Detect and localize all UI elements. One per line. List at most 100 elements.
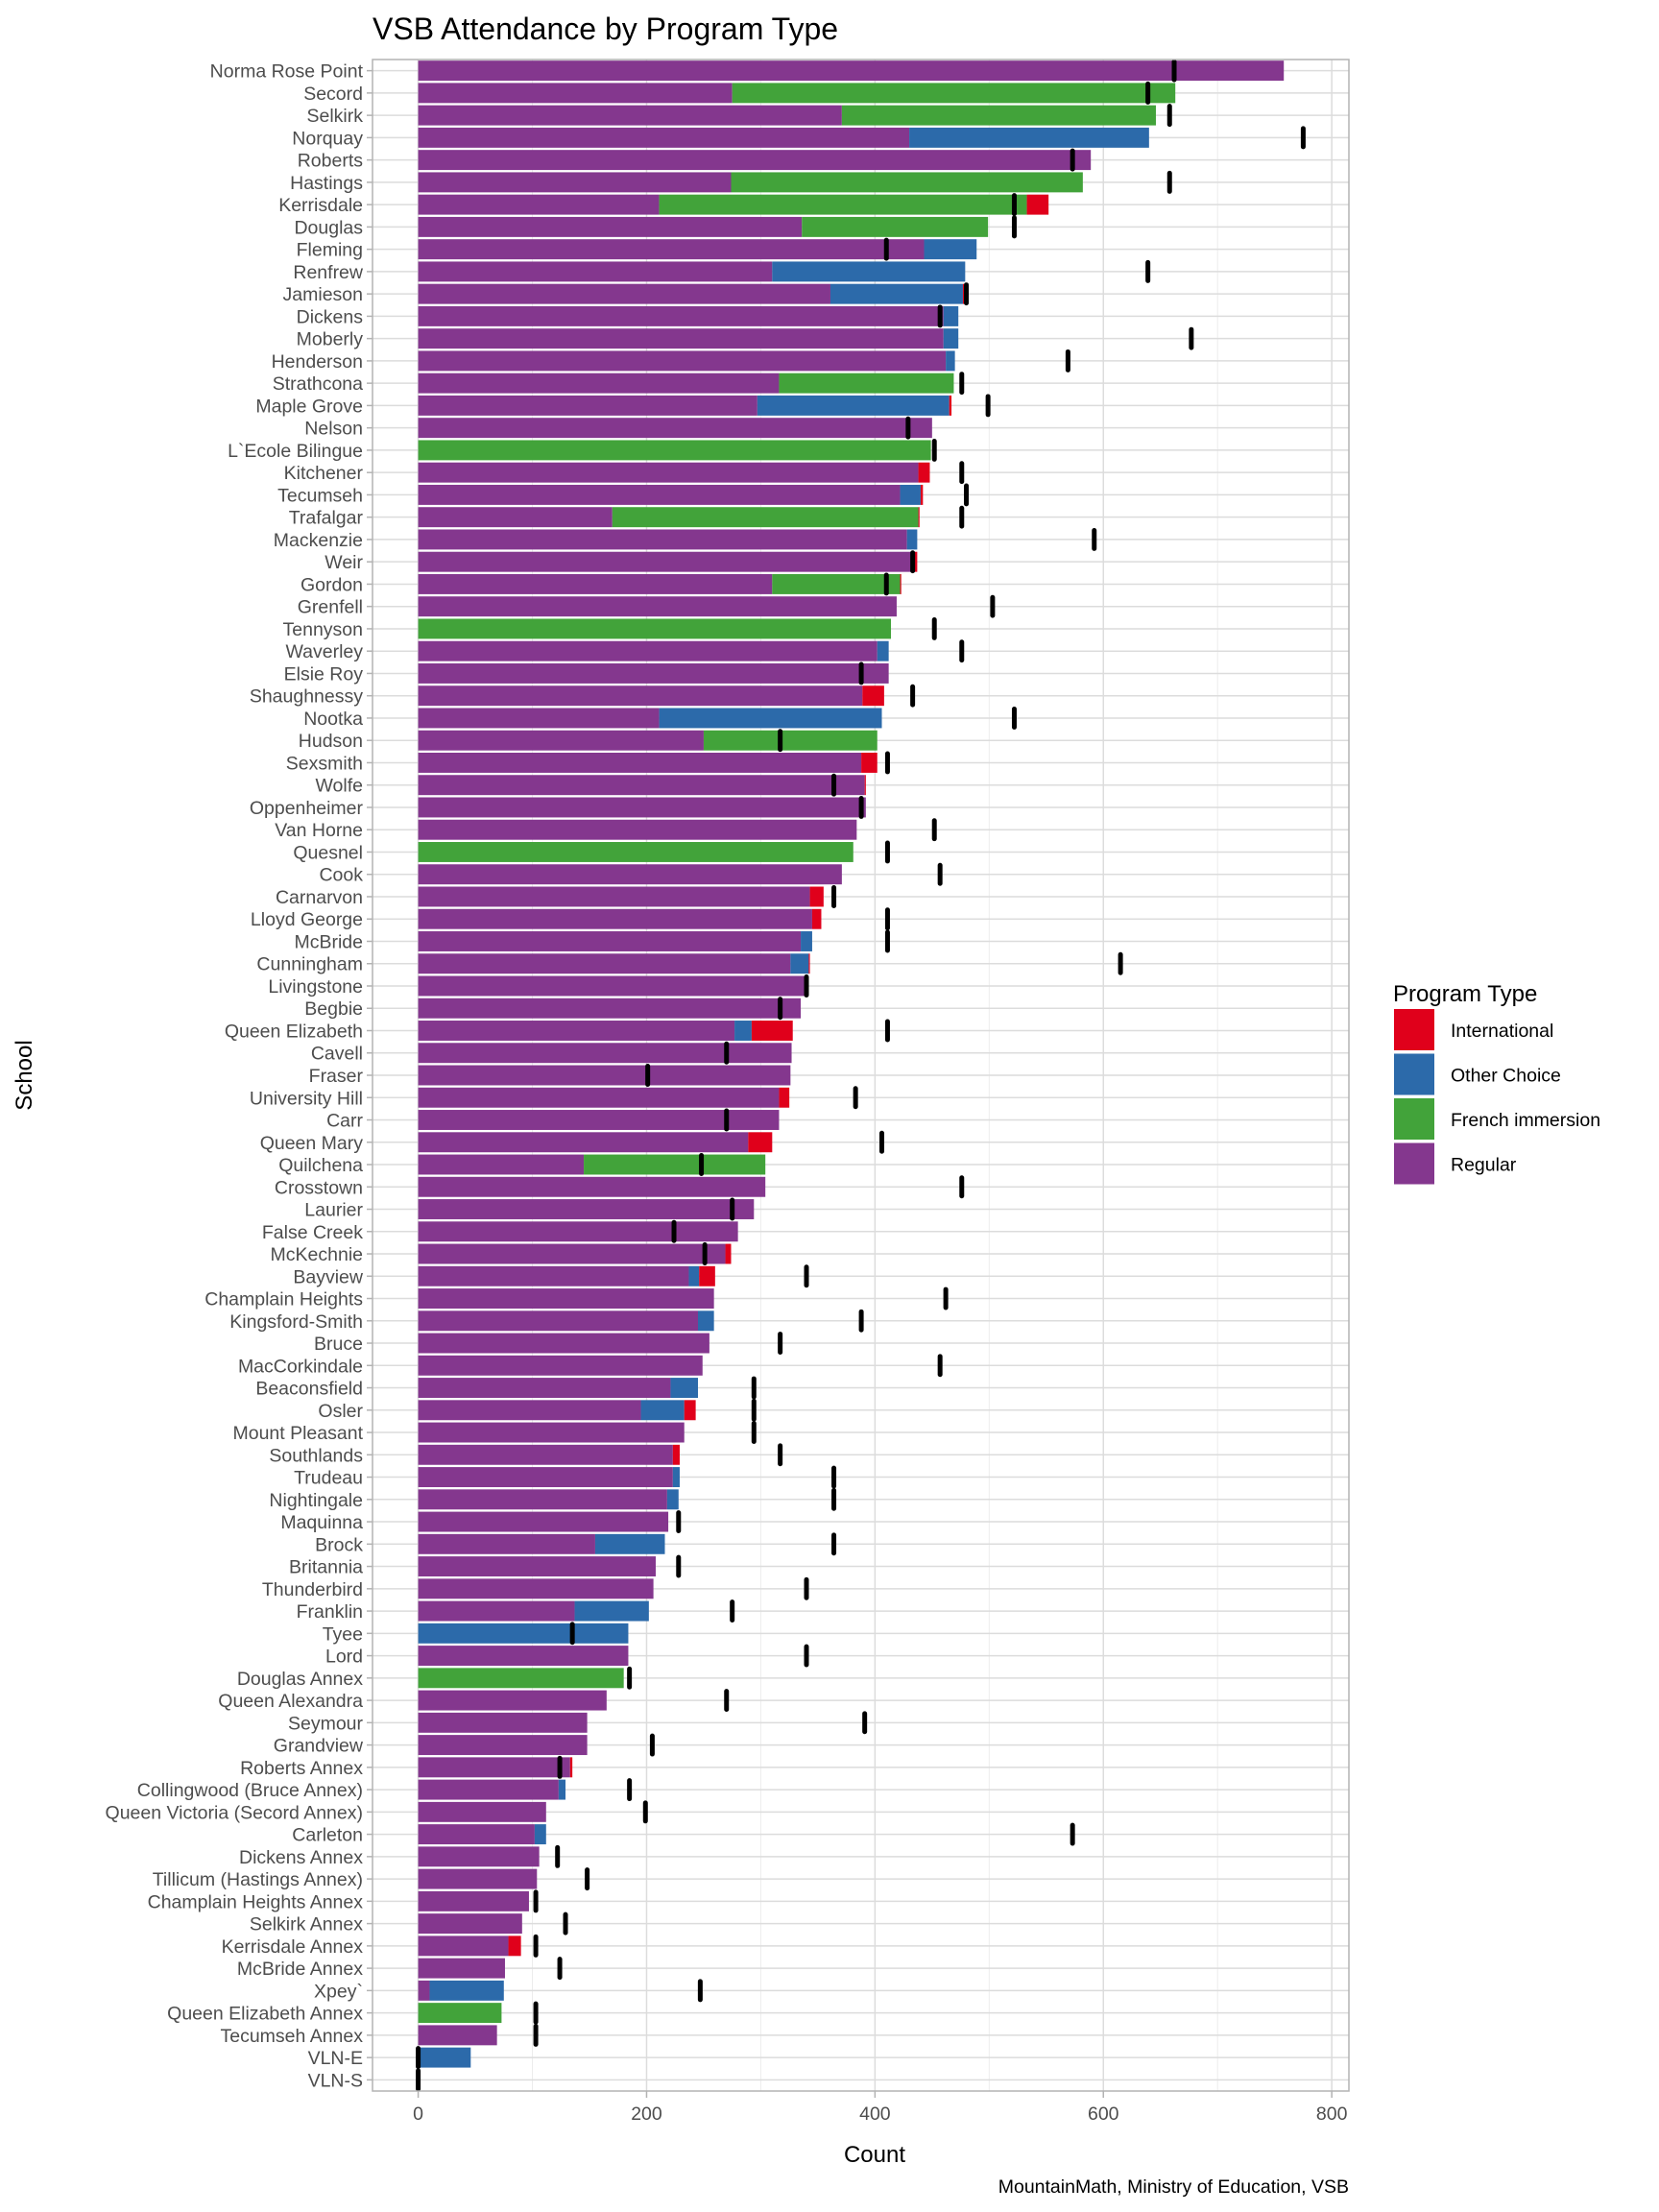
bar-mcbride-annex-regular bbox=[418, 1958, 505, 1979]
bar-wolfe-regular bbox=[418, 775, 865, 796]
bar-lloyd-george-regular bbox=[418, 908, 812, 929]
y-tick-label: Lloyd George bbox=[251, 909, 363, 930]
bar-franklin-regular bbox=[418, 1600, 575, 1622]
bar-henderson-regular bbox=[418, 350, 947, 372]
legend-key-international bbox=[1394, 1009, 1434, 1050]
bar-group-grandview bbox=[418, 1735, 588, 1756]
bar-group-kingsford-smith bbox=[418, 1310, 714, 1332]
bar-hastings-regular bbox=[418, 172, 732, 193]
bar-nightingale-other-choice bbox=[666, 1489, 679, 1510]
y-tick-label: Selkirk Annex bbox=[250, 1914, 363, 1936]
bar-queen-victoria-secord-annex-regular bbox=[418, 1801, 546, 1822]
bar-grenfell-regular bbox=[418, 596, 897, 617]
bar-queen-elizabeth-international bbox=[751, 1021, 793, 1041]
bar-queen-elizabeth-regular bbox=[418, 1021, 735, 1041]
y-tick-label: Nightingale bbox=[269, 1490, 363, 1511]
bar-group-queen-elizabeth-annex bbox=[418, 2003, 502, 2024]
bar-henderson-other-choice bbox=[946, 350, 955, 372]
y-tick-label: Wolfe bbox=[316, 776, 364, 797]
bar-wolfe-international bbox=[864, 775, 866, 796]
y-axis: Norma Rose PointSecordSelkirkNorquayRobe… bbox=[106, 61, 373, 2091]
y-tick-label: Kerrisdale bbox=[278, 195, 363, 216]
bar-group-mackenzie bbox=[418, 529, 918, 550]
y-tick-label: L`Ecole Bilingue bbox=[228, 441, 363, 462]
bar-mount-pleasant-regular bbox=[418, 1422, 685, 1443]
y-tick-label: Queen Victoria (Secord Annex) bbox=[106, 1802, 363, 1823]
bar-lord-regular bbox=[418, 1646, 629, 1667]
bar-group-vln-e bbox=[418, 2047, 471, 2068]
bar-group-mckechnie bbox=[418, 1243, 732, 1264]
bar-group-wolfe bbox=[418, 775, 866, 796]
bar-selkirk-annex-regular bbox=[418, 1913, 522, 1935]
bar-group-carr bbox=[418, 1110, 780, 1130]
bar-hudson-regular bbox=[418, 730, 704, 751]
bar-group-hudson bbox=[418, 730, 878, 751]
y-tick-label: Norquay bbox=[292, 128, 363, 149]
bar-osler-other-choice bbox=[640, 1400, 685, 1421]
y-tick-label: Shaughnessy bbox=[250, 686, 363, 708]
bar-strathcona-french-immersion bbox=[779, 373, 954, 394]
y-tick-label: Dickens Annex bbox=[239, 1847, 363, 1868]
bar-hudson-french-immersion bbox=[703, 730, 878, 751]
bar-moberly-other-choice bbox=[943, 328, 959, 349]
bar-collingwood-bruce-annex-regular bbox=[418, 1779, 559, 1800]
y-tick-label: McKechnie bbox=[271, 1244, 363, 1265]
bar-mckechnie-regular bbox=[418, 1243, 726, 1264]
bar-norquay-regular bbox=[418, 127, 910, 148]
bar-nootka-regular bbox=[418, 708, 660, 729]
bar-southlands-international bbox=[672, 1444, 680, 1465]
bar-cunningham-other-choice bbox=[790, 953, 809, 974]
y-tick-label: Tecumseh bbox=[277, 485, 363, 506]
y-tick-label: Grenfell bbox=[298, 597, 363, 618]
y-tick-label: Gordon bbox=[301, 574, 363, 595]
y-tick-label: Roberts Annex bbox=[240, 1758, 363, 1779]
y-tick-label: Tillicum (Hastings Annex) bbox=[153, 1869, 363, 1890]
bar-group-norma-rose-point bbox=[418, 60, 1285, 82]
bar-group-sexsmith bbox=[418, 752, 878, 773]
bar-tecumseh-other-choice bbox=[900, 484, 921, 505]
y-tick-label: Quesnel bbox=[293, 842, 363, 863]
bar-carleton-other-choice bbox=[534, 1824, 546, 1845]
y-tick-label: Collingwood (Bruce Annex) bbox=[137, 1780, 363, 1801]
y-tick-label: Osler bbox=[318, 1401, 363, 1422]
bar-selkirk-french-immersion bbox=[841, 105, 1156, 126]
y-tick-label: Tecumseh Annex bbox=[220, 2026, 363, 2047]
bar-champlain-heights-annex-regular bbox=[418, 1890, 529, 1911]
bar-tennyson-french-immersion bbox=[418, 618, 892, 639]
bar-carnarvon-regular bbox=[418, 886, 810, 907]
bar-quesnel-french-immersion bbox=[418, 842, 854, 862]
bar-norquay-other-choice bbox=[909, 127, 1149, 148]
bar-fraser-regular bbox=[418, 1065, 791, 1086]
bar-mcbride-other-choice bbox=[801, 931, 812, 951]
y-tick-label: Champlain Heights Annex bbox=[148, 1891, 364, 1912]
bar-maquinna-regular bbox=[418, 1511, 669, 1532]
bar-group-dickens bbox=[418, 305, 959, 326]
bar-brock-other-choice bbox=[594, 1533, 665, 1554]
y-tick-label: Cunningham bbox=[256, 954, 363, 975]
legend-key-other-choice bbox=[1394, 1053, 1434, 1095]
y-tick-label: Nootka bbox=[303, 709, 363, 730]
bar-queen-alexandra-regular bbox=[418, 1690, 607, 1711]
legend-title: Program Type bbox=[1393, 981, 1537, 1007]
y-tick-label: Nelson bbox=[304, 419, 363, 440]
y-tick-label: MacCorkindale bbox=[238, 1356, 363, 1377]
y-tick-label: Britannia bbox=[289, 1557, 363, 1578]
bar-group-maccorkindale bbox=[418, 1355, 703, 1376]
bar-hastings-french-immersion bbox=[731, 172, 1083, 193]
bar-weir-regular bbox=[418, 551, 915, 572]
bar-group-bayview bbox=[418, 1265, 715, 1286]
bar-roberts-annex-international bbox=[569, 1757, 573, 1778]
bar-trafalgar-international bbox=[918, 507, 920, 528]
y-tick-label: Beaconsfield bbox=[255, 1379, 363, 1400]
bar-tyee-other-choice bbox=[418, 1623, 629, 1644]
bar-bayview-international bbox=[699, 1265, 715, 1286]
bar-group-oppenheimer bbox=[418, 797, 866, 818]
x-tick-label: 200 bbox=[631, 2104, 662, 2125]
bar-group-hastings bbox=[418, 172, 1083, 193]
y-tick-label: Carleton bbox=[292, 1825, 363, 1846]
bar-cunningham-international bbox=[808, 953, 810, 974]
y-tick-label: VLN-S bbox=[308, 2070, 363, 2091]
x-axis: 0 200 400 600 800 bbox=[413, 2091, 1348, 2125]
x-tick-label: 600 bbox=[1088, 2104, 1119, 2125]
bar-group-kerrisdale bbox=[418, 194, 1049, 215]
